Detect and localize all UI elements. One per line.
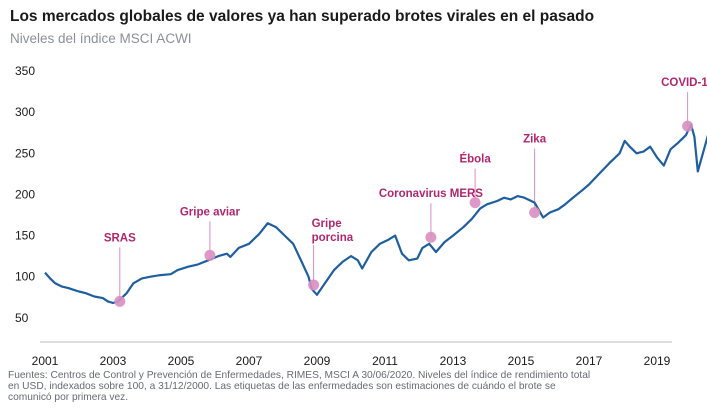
- annotation-markers: [114, 120, 694, 307]
- annotation-labels: SRAS Gripe aviar Gripe porcina Coronavirus M…: [104, 77, 707, 244]
- annotation-label: SRAS: [104, 232, 136, 244]
- x-tick-label: 2015: [508, 354, 535, 368]
- annotation-marker: [114, 295, 126, 307]
- chart-subtitle: Niveles del índice MSCI ACWI: [10, 31, 192, 46]
- annotation-label: Ébola: [459, 153, 491, 166]
- source-note-line: Fuentes: Centros de Control y Prevención…: [8, 370, 591, 381]
- series-line: [44, 123, 707, 305]
- annotation-label: Gripe: [312, 218, 342, 230]
- annotation-marker: [469, 197, 481, 209]
- y-axis: 50 100 150 200 250 300 350: [15, 64, 35, 325]
- y-tick-label: 100: [15, 270, 35, 284]
- x-tick-label: 2009: [304, 354, 331, 368]
- x-tick-label: 2019: [644, 354, 671, 368]
- annotation-marker: [682, 120, 694, 132]
- annotation-marker: [308, 279, 320, 291]
- annotation-marker: [425, 231, 437, 243]
- y-tick-label: 50: [15, 311, 29, 325]
- x-tick-label: 2001: [32, 354, 59, 368]
- annotation-label: COVID-19: [661, 77, 707, 89]
- x-tick-label: 2003: [100, 354, 127, 368]
- x-tick-label: 2017: [576, 354, 603, 368]
- annotation-marker: [204, 249, 216, 261]
- y-tick-label: 250: [15, 146, 35, 160]
- annotation-label: Coronavirus MERS: [379, 188, 483, 200]
- x-tick-label: 2007: [236, 354, 263, 368]
- annotation-label: Zika: [523, 134, 547, 146]
- y-tick-label: 350: [15, 64, 35, 78]
- source-note: Fuentes: Centros de Control y Prevención…: [8, 370, 698, 403]
- y-tick-label: 300: [15, 105, 35, 119]
- x-axis: 2001 2003 2005 2007 2009 2011 2013 2015 2017 2019: [32, 354, 671, 368]
- annotation-label: Gripe aviar: [180, 206, 241, 218]
- x-tick-label: 2013: [440, 354, 467, 368]
- x-tick-label: 2005: [168, 354, 195, 368]
- annotation-marker: [529, 207, 541, 219]
- y-tick-label: 150: [15, 229, 35, 243]
- chart-title: Los mercados globales de valores ya han …: [10, 8, 595, 25]
- source-note-line: comunicó por primera vez.: [8, 392, 129, 403]
- y-tick-label: 200: [15, 187, 35, 201]
- x-tick-label: 2011: [372, 354, 398, 368]
- annotation-label: porcina: [312, 232, 354, 244]
- annotation-leaders: [119, 92, 689, 302]
- source-note-line: en USD, indexados sobre 100, a 31/12/200…: [8, 381, 556, 392]
